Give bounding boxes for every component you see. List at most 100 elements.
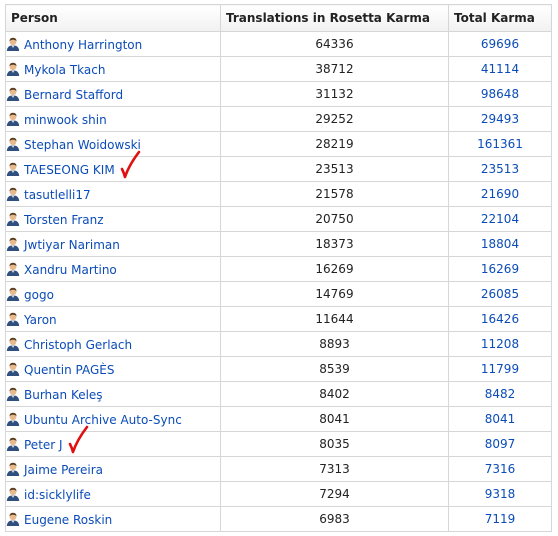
person-link[interactable]: Stephan Woidowski <box>24 137 141 152</box>
total-karma-cell: 22104 <box>448 206 552 232</box>
person-icon <box>6 312 21 326</box>
person-icon <box>6 387 21 401</box>
total-karma-link[interactable]: 7316 <box>484 462 516 476</box>
person-link[interactable]: Quentin PAGÈS <box>24 362 115 377</box>
person-cell: Jaime Pereira <box>5 456 221 482</box>
person-link[interactable]: Bernard Stafford <box>24 87 124 102</box>
person-cell: Quentin PAGÈS <box>5 356 221 382</box>
translations-karma-cell: 31132 <box>220 81 449 107</box>
person-icon <box>6 237 21 251</box>
table-row: minwook shin 29252 29493 <box>5 106 552 132</box>
header-person[interactable]: Person <box>5 4 221 32</box>
total-karma-cell: 16426 <box>448 306 552 332</box>
person-cell: Torsten Franz <box>5 206 221 232</box>
translations-karma-cell: 16269 <box>220 256 449 282</box>
table-row: Stephan Woidowski 28219 161361 <box>5 131 552 157</box>
table-row: TAESEONG KIM 23513 23513 <box>5 156 552 182</box>
table-row: Eugene Roskin 6983 7119 <box>5 506 552 532</box>
total-karma-cell: 29493 <box>448 106 552 132</box>
table-row: Anthony Harrington 64336 69696 <box>5 31 552 57</box>
total-karma-cell: 9318 <box>448 481 552 507</box>
total-karma-link[interactable]: 11799 <box>480 362 520 376</box>
total-karma-link[interactable]: 41114 <box>480 62 520 76</box>
translations-karma-cell: 38712 <box>220 56 449 82</box>
total-karma-cell: 8482 <box>448 381 552 407</box>
total-karma-link[interactable]: 161361 <box>477 137 523 151</box>
total-karma-link[interactable]: 8041 <box>484 412 516 426</box>
person-link[interactable]: Peter J <box>24 437 63 452</box>
person-link[interactable]: gogo <box>24 287 54 302</box>
person-icon <box>6 337 21 351</box>
person-cell: tasutlelli17 <box>5 181 221 207</box>
person-cell: gogo <box>5 281 221 307</box>
total-karma-link[interactable]: 11208 <box>480 337 520 351</box>
person-icon <box>6 112 21 126</box>
table-row: Jaime Pereira 7313 7316 <box>5 456 552 482</box>
person-link[interactable]: Ubuntu Archive Auto-Sync <box>24 412 182 427</box>
total-karma-cell: 98648 <box>448 81 552 107</box>
person-link[interactable]: Jaime Pereira <box>24 462 103 477</box>
table-body: Anthony Harrington 64336 69696 Mykola Tkach… <box>5 31 552 532</box>
total-karma-cell: 16269 <box>448 256 552 282</box>
person-icon <box>6 512 21 526</box>
table-row: tasutlelli17 21578 21690 <box>5 181 552 207</box>
table-row: Christoph Gerlach 8893 11208 <box>5 331 552 357</box>
person-icon <box>6 187 21 201</box>
table-header-row: Person Translations in Rosetta Karma Tot… <box>5 4 552 32</box>
total-karma-cell: 21690 <box>448 181 552 207</box>
table-row: Mykola Tkach 38712 41114 <box>5 56 552 82</box>
person-icon <box>6 487 21 501</box>
person-cell: id:sicklylife <box>5 481 221 507</box>
total-karma-cell: 41114 <box>448 56 552 82</box>
total-karma-cell: 18804 <box>448 231 552 257</box>
translations-karma-cell: 21578 <box>220 181 449 207</box>
total-karma-link[interactable]: 16269 <box>480 262 520 276</box>
total-karma-link[interactable]: 18804 <box>480 237 520 251</box>
person-link[interactable]: Mykola Tkach <box>24 62 106 77</box>
person-link[interactable]: Xandru Martino <box>24 262 117 277</box>
person-link[interactable]: Burhan Keleş <box>24 387 103 402</box>
total-karma-link[interactable]: 98648 <box>480 87 520 101</box>
total-karma-link[interactable]: 22104 <box>480 212 520 226</box>
person-link[interactable]: Jwtiyar Nariman <box>24 237 120 252</box>
person-icon <box>6 87 21 101</box>
total-karma-link[interactable]: 69696 <box>480 37 520 51</box>
person-cell: Peter J <box>5 431 221 457</box>
table-row: Torsten Franz 20750 22104 <box>5 206 552 232</box>
table-row: Yaron 11644 16426 <box>5 306 552 332</box>
person-cell: TAESEONG KIM <box>5 156 221 182</box>
person-link[interactable]: Torsten Franz <box>24 212 104 227</box>
translations-karma-cell: 18373 <box>220 231 449 257</box>
total-karma-link[interactable]: 8097 <box>484 437 516 451</box>
person-link[interactable]: tasutlelli17 <box>24 187 91 202</box>
total-karma-link[interactable]: 21690 <box>480 187 520 201</box>
total-karma-link[interactable]: 29493 <box>480 112 520 126</box>
person-cell: minwook shin <box>5 106 221 132</box>
total-karma-link[interactable]: 16426 <box>480 312 520 326</box>
person-link[interactable]: Anthony Harrington <box>24 37 143 52</box>
total-karma-link[interactable]: 9318 <box>484 487 516 501</box>
person-link[interactable]: Eugene Roskin <box>24 512 113 527</box>
person-cell: Xandru Martino <box>5 256 221 282</box>
translations-karma-cell: 23513 <box>220 156 449 182</box>
translations-karma-cell: 8035 <box>220 431 449 457</box>
total-karma-link[interactable]: 23513 <box>480 162 520 176</box>
header-translations[interactable]: Translations in Rosetta Karma <box>220 4 449 32</box>
total-karma-link[interactable]: 8482 <box>484 387 516 401</box>
person-icon <box>6 412 21 426</box>
total-karma-link[interactable]: 26085 <box>480 287 520 301</box>
person-link[interactable]: Christoph Gerlach <box>24 337 133 352</box>
translations-karma-cell: 20750 <box>220 206 449 232</box>
person-link[interactable]: Yaron <box>24 312 57 327</box>
table-row: Quentin PAGÈS 8539 11799 <box>5 356 552 382</box>
person-link[interactable]: id:sicklylife <box>24 487 91 502</box>
table-row: Bernard Stafford 31132 98648 <box>5 81 552 107</box>
person-link[interactable]: minwook shin <box>24 112 107 127</box>
person-link[interactable]: TAESEONG KIM <box>24 162 115 177</box>
header-total-karma[interactable]: Total Karma <box>448 4 552 32</box>
person-icon <box>6 137 21 151</box>
total-karma-link[interactable]: 7119 <box>484 512 516 526</box>
person-icon <box>6 437 21 451</box>
translations-karma-cell: 8402 <box>220 381 449 407</box>
total-karma-cell: 161361 <box>448 131 552 157</box>
